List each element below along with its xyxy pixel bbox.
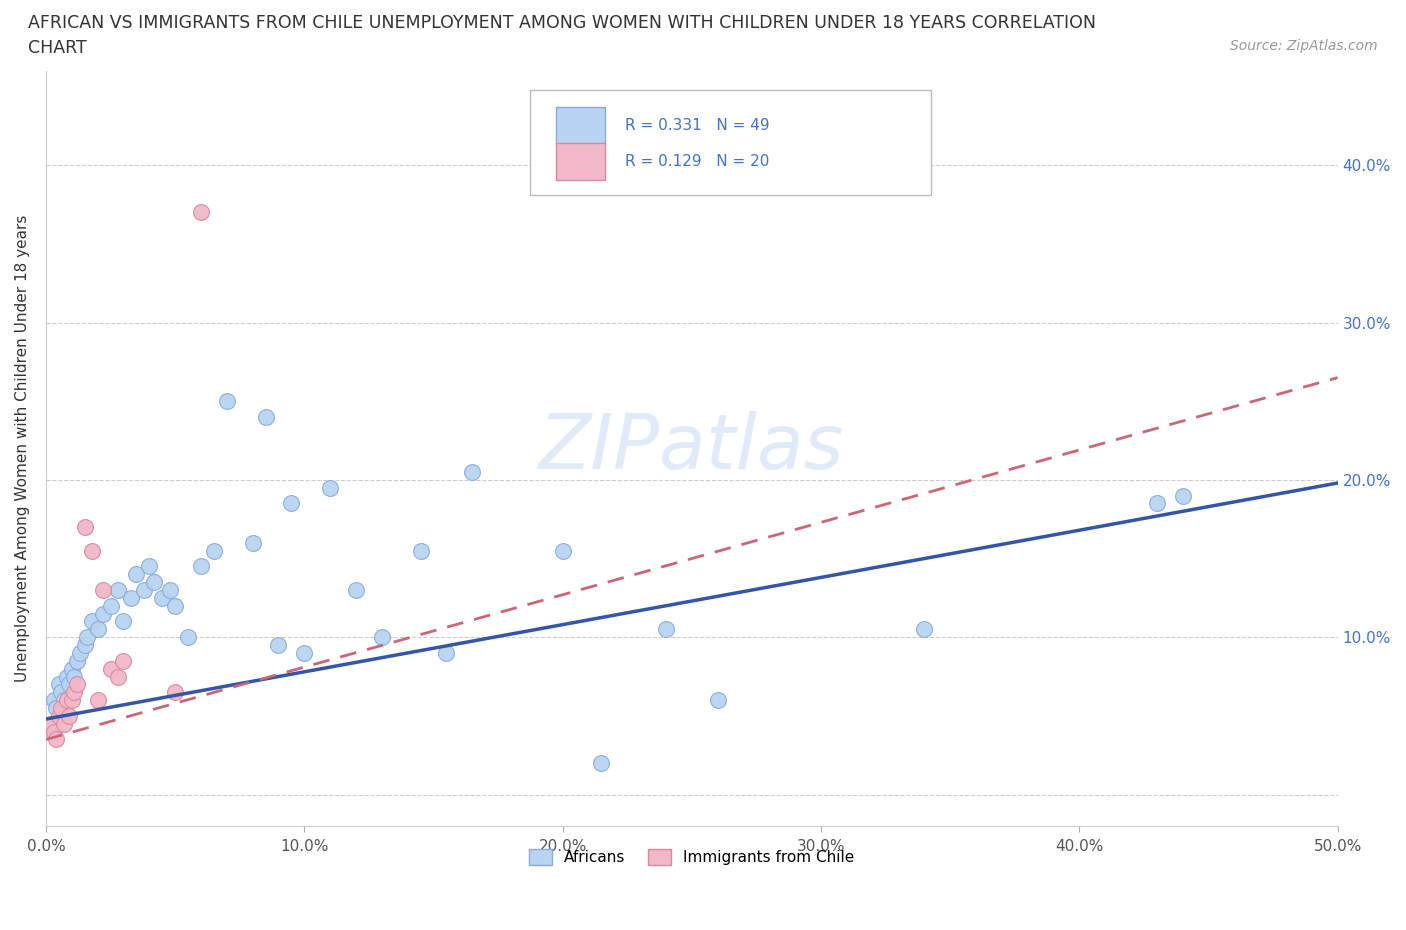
Point (69, 645, 91, 660)
Point (60, 693, 83, 708)
Point (48, 709, 70, 724)
Legend: Africans, Immigrants from Chile: Africans, Immigrants from Chile (523, 843, 860, 871)
Point (60, 661, 83, 676)
Point (91, 606, 114, 621)
Point (82, 543, 104, 558)
Point (371, 630, 394, 644)
Point (551, 543, 574, 558)
Point (63, 669, 86, 684)
Point (112, 614, 135, 629)
Point (86, 693, 108, 708)
Point (591, 756, 613, 771)
Point (58, 709, 80, 724)
Point (125, 566, 148, 581)
Point (53, 693, 76, 708)
Point (134, 582, 156, 597)
Point (58, 677, 80, 692)
Point (344, 582, 367, 597)
Point (63, 684, 86, 699)
Point (76, 630, 98, 644)
Point (319, 480, 342, 495)
Point (150, 591, 173, 605)
Point (242, 536, 264, 551)
Point (434, 645, 457, 660)
Point (107, 582, 129, 597)
Point (53, 716, 76, 731)
Point (100, 661, 122, 676)
Point (138, 559, 160, 574)
Point (55, 693, 77, 708)
Point (66, 677, 89, 692)
Point (82, 614, 104, 629)
Point (1171, 488, 1194, 503)
Point (1146, 496, 1168, 511)
Point (55, 669, 77, 684)
Point (202, 543, 225, 558)
Point (215, 393, 238, 408)
Point (165, 598, 187, 613)
Text: Source: ZipAtlas.com: Source: ZipAtlas.com (1230, 39, 1378, 53)
Text: R = 0.129   N = 20: R = 0.129 N = 20 (624, 154, 769, 169)
Text: ZIPatlas: ZIPatlas (538, 411, 845, 485)
Point (45, 700, 67, 715)
Point (120, 591, 142, 605)
Point (143, 575, 166, 590)
Point (254, 409, 277, 424)
Text: R = 0.331   N = 49: R = 0.331 N = 49 (624, 118, 769, 133)
Point (706, 693, 728, 708)
Point (655, 622, 678, 637)
Point (91, 582, 114, 597)
Bar (557, 142, 605, 180)
Text: CHART: CHART (28, 39, 87, 57)
Point (190, 559, 212, 574)
Point (86, 622, 108, 637)
Point (409, 543, 432, 558)
Point (912, 622, 935, 637)
Point (107, 669, 129, 684)
Point (112, 654, 135, 669)
Point (267, 638, 290, 653)
Point (51, 684, 73, 699)
Point (42, 693, 65, 708)
Point (73, 638, 96, 653)
Y-axis label: Unemployment Among Women with Children Under 18 years: Unemployment Among Women with Children U… (15, 215, 30, 682)
Point (190, 205, 212, 219)
Point (39, 716, 62, 731)
Point (280, 496, 302, 511)
Point (48, 677, 70, 692)
Point (177, 630, 200, 644)
FancyBboxPatch shape (530, 89, 931, 195)
Point (51, 700, 73, 715)
Point (100, 598, 122, 613)
Point (292, 645, 315, 660)
Point (73, 520, 96, 535)
Point (42, 724, 65, 739)
Point (165, 684, 187, 699)
Point (45, 732, 67, 747)
Bar (557, 107, 605, 145)
Point (159, 582, 181, 597)
Point (461, 465, 484, 480)
Point (66, 654, 89, 669)
Text: AFRICAN VS IMMIGRANTS FROM CHILE UNEMPLOYMENT AMONG WOMEN WITH CHILDREN UNDER 18: AFRICAN VS IMMIGRANTS FROM CHILE UNEMPLO… (28, 14, 1097, 32)
